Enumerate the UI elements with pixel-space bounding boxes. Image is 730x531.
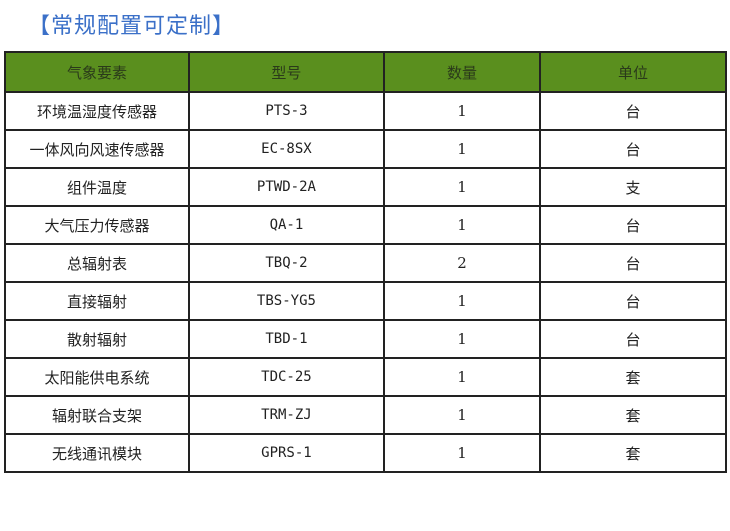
config-table: 气象要素 型号 数量 单位 环境温湿度传感器 PTS-3 1 台一体风向风速传感器 EC… (4, 51, 727, 473)
cell-unit: 支 (539, 167, 727, 207)
header-element: 气象要素 (4, 51, 190, 93)
cell-model: EC-8SX (187, 129, 385, 169)
table-row: 一体风向风速传感器 EC-8SX 1 台 (4, 129, 727, 169)
table-row: 辐射联合支架 TRM-ZJ 1 套 (4, 395, 727, 435)
cell-element: 散射辐射 (4, 319, 190, 359)
cell-model: TBS-YG5 (187, 281, 385, 321)
cell-unit: 台 (539, 91, 727, 131)
cell-element: 一体风向风速传感器 (4, 129, 190, 169)
cell-model: GPRS-1 (187, 433, 385, 473)
cell-element: 直接辐射 (4, 281, 190, 321)
cell-unit: 台 (539, 319, 727, 359)
cell-quantity: 1 (382, 205, 542, 245)
cell-unit: 台 (539, 205, 727, 245)
cell-unit: 台 (539, 129, 727, 169)
table-row: 总辐射表 TBQ-2 2 台 (4, 243, 727, 283)
cell-quantity: 1 (382, 319, 542, 359)
table-row: 环境温湿度传感器 PTS-3 1 台 (4, 91, 727, 131)
cell-quantity: 2 (382, 243, 542, 283)
cell-model: QA-1 (187, 205, 385, 245)
cell-model: PTWD-2A (187, 167, 385, 207)
cell-unit: 套 (539, 395, 727, 435)
cell-model: PTS-3 (187, 91, 385, 131)
header-model: 型号 (187, 51, 385, 93)
cell-element: 辐射联合支架 (4, 395, 190, 435)
cell-quantity: 1 (382, 395, 542, 435)
cell-unit: 台 (539, 281, 727, 321)
cell-quantity: 1 (382, 281, 542, 321)
cell-quantity: 1 (382, 91, 542, 131)
cell-model: TBQ-2 (187, 243, 385, 283)
cell-model: TBD-1 (187, 319, 385, 359)
cell-element: 总辐射表 (4, 243, 190, 283)
table-row: 无线通讯模块 GPRS-1 1 套 (4, 433, 727, 473)
header-quantity: 数量 (382, 51, 542, 93)
cell-model: TDC-25 (187, 357, 385, 397)
cell-element: 组件温度 (4, 167, 190, 207)
table-row: 组件温度 PTWD-2A 1 支 (4, 167, 727, 207)
cell-quantity: 1 (382, 433, 542, 473)
cell-unit: 台 (539, 243, 727, 283)
cell-element: 环境温湿度传感器 (4, 91, 190, 131)
cell-unit: 套 (539, 357, 727, 397)
cell-unit: 套 (539, 433, 727, 473)
cell-quantity: 1 (382, 357, 542, 397)
table-row: 大气压力传感器 QA-1 1 台 (4, 205, 727, 245)
cell-element: 太阳能供电系统 (4, 357, 190, 397)
cell-quantity: 1 (382, 129, 542, 169)
cell-element: 无线通讯模块 (4, 433, 190, 473)
cell-model: TRM-ZJ (187, 395, 385, 435)
cell-quantity: 1 (382, 167, 542, 207)
header-unit: 单位 (539, 51, 727, 93)
cell-element: 大气压力传感器 (4, 205, 190, 245)
page-title: 【常规配置可定制】 (28, 14, 236, 39)
table-row: 太阳能供电系统 TDC-25 1 套 (4, 357, 727, 397)
table-header-row: 气象要素 型号 数量 单位 (4, 51, 727, 93)
table-row: 散射辐射 TBD-1 1 台 (4, 319, 727, 359)
table-row: 直接辐射 TBS-YG5 1 台 (4, 281, 727, 321)
